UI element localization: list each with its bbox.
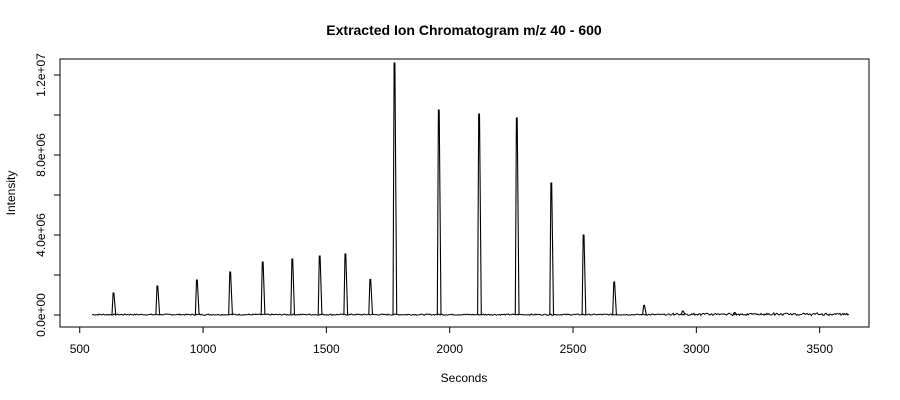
y-tick-label: 4.0e+06: [34, 213, 48, 257]
x-axis: 500 1000 1500 2000 2500 3000 3500: [70, 327, 833, 356]
peak: [368, 278, 374, 315]
y-axis: 0.0e+00 4.0e+06 8.0e+06 1.2e+07: [34, 53, 60, 337]
peak: [436, 109, 442, 315]
peak: [317, 255, 323, 315]
peak: [260, 261, 266, 315]
peak: [290, 258, 296, 315]
y-tick-label: 0.0e+00: [34, 293, 48, 337]
peak: [392, 62, 398, 315]
peak: [194, 279, 200, 315]
y-tick-label: 1.2e+07: [34, 53, 48, 97]
peak: [343, 253, 349, 315]
plot-frame: [59, 58, 870, 328]
peak: [612, 281, 617, 315]
x-axis-label: Seconds: [441, 371, 488, 385]
peak: [514, 117, 520, 315]
x-tick-label: 1000: [190, 342, 217, 356]
peak: [732, 312, 738, 315]
peak: [111, 292, 117, 315]
peak: [581, 234, 587, 315]
peak: [228, 271, 233, 315]
peak: [155, 285, 161, 315]
peak: [549, 182, 555, 315]
y-axis-label: Intensity: [4, 171, 18, 216]
x-tick-label: 1500: [313, 342, 340, 356]
chart-title: Extracted Ion Chromatogram m/z 40 - 600: [326, 22, 602, 38]
x-tick-label: 3500: [806, 342, 833, 356]
x-tick-label: 2000: [436, 342, 463, 356]
peak: [642, 304, 647, 315]
peak: [680, 310, 686, 315]
y-tick-label: 8.0e+06: [34, 133, 48, 177]
x-tick-label: 2500: [560, 342, 587, 356]
peak: [477, 113, 482, 315]
x-tick-label: 500: [70, 342, 90, 356]
baseline-trace: [92, 312, 850, 317]
peak-series: [111, 62, 738, 315]
x-tick-label: 3000: [683, 342, 710, 356]
